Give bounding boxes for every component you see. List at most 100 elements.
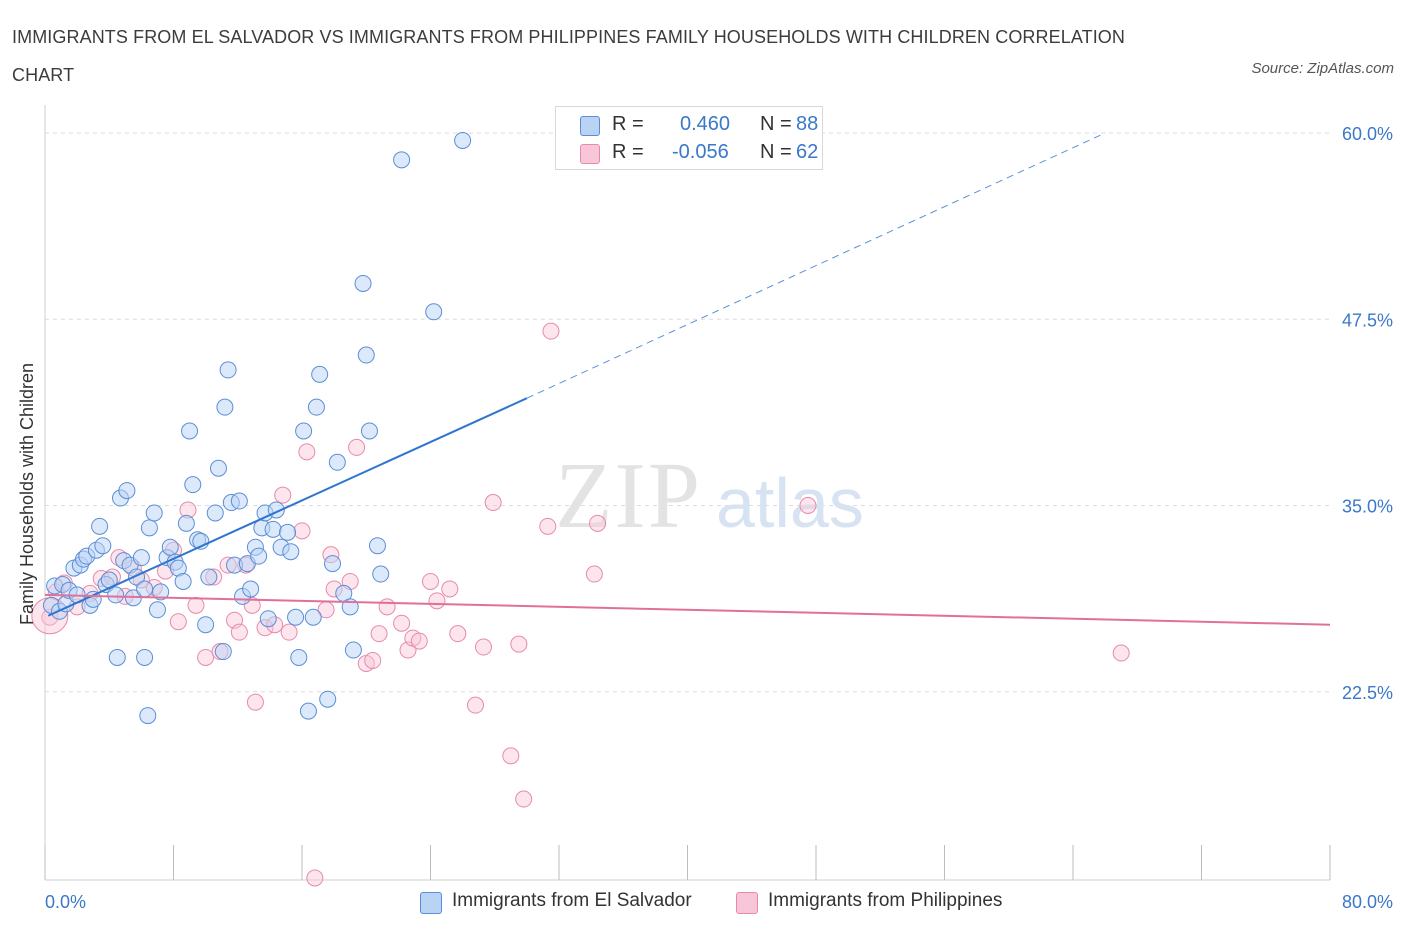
philippines-point	[484, 494, 502, 512]
el-salvador-point	[136, 580, 154, 598]
axis-layer	[44, 105, 1331, 881]
el-salvador-point	[177, 514, 195, 532]
philippines-point	[370, 625, 388, 643]
el-salvador-point	[161, 538, 179, 556]
el-salvador-trend-line	[47, 397, 528, 617]
philippines-point	[246, 693, 264, 711]
philippines-point	[187, 596, 205, 614]
el-salvador-point	[354, 274, 372, 292]
el-salvador-point	[311, 365, 329, 383]
el-salvador-point	[140, 519, 158, 537]
x-tick-label: 80.0%	[1342, 892, 1393, 912]
el-salvador-point	[152, 583, 170, 601]
philippines-point	[293, 522, 311, 540]
philippines-point	[422, 572, 439, 590]
legend-r-value-philippines: -0.056	[672, 141, 729, 163]
legend-r-label: R =	[612, 113, 644, 135]
philippines-point	[449, 625, 467, 643]
grid-layer	[45, 132, 1330, 693]
el-salvador-point	[319, 690, 337, 708]
el-salvador-point	[307, 398, 325, 416]
philippines-point	[306, 869, 324, 887]
el-salvador-point	[209, 459, 227, 477]
blue-swatch-icon	[580, 116, 600, 136]
bottom-legend-label: Immigrants from El Salvador	[452, 890, 692, 911]
el-salvador-point	[357, 346, 375, 364]
el-salvador-point	[242, 580, 260, 598]
el-salvador-point	[148, 601, 166, 619]
el-salvador-point	[425, 303, 443, 321]
philippines-point	[364, 651, 382, 669]
philippines-point	[298, 443, 316, 461]
el-salvador-point	[250, 547, 268, 565]
blue-swatch-icon	[420, 892, 442, 914]
philippines-point	[428, 592, 446, 610]
philippines-point	[542, 322, 560, 340]
el-salvador-point	[197, 616, 215, 634]
philippines-point	[230, 623, 248, 641]
philippines-point	[510, 635, 528, 653]
philippines-point	[466, 696, 484, 714]
philippines-point	[539, 517, 557, 535]
el-salvador-point	[360, 422, 378, 440]
el-salvador-point	[259, 610, 277, 628]
y-tick-label: 22.5%	[1342, 683, 1393, 703]
tick-labels: 22.5% 35.0% 47.5% 60.0% 0.0% 80.0%	[45, 124, 1393, 912]
el-salvador-point	[118, 482, 136, 500]
pink-swatch-icon	[580, 144, 600, 164]
legend-r-value-el-salvador: 0.460	[680, 113, 731, 135]
el-salvador-point	[219, 361, 237, 379]
el-salvador-point	[108, 648, 126, 666]
el-salvador-point	[344, 641, 362, 659]
el-salvador-point	[136, 648, 154, 666]
y-tick-label: 47.5%	[1342, 310, 1393, 330]
correlation-legend: R = 0.460 N = 88 R = -0.056 N = 62	[555, 106, 823, 170]
el-salvador-point	[295, 422, 313, 440]
source-label: Source: ZipAtlas.com	[1251, 60, 1394, 77]
el-salvador-point	[454, 131, 472, 149]
el-salvador-point	[393, 151, 411, 169]
el-salvador-point	[290, 648, 308, 666]
el-salvador-point	[282, 543, 300, 561]
el-salvador-point	[279, 523, 297, 541]
el-salvador-point	[107, 586, 125, 604]
el-salvador-point	[181, 422, 199, 440]
el-salvador-point	[206, 504, 224, 522]
el-salvador-point	[200, 568, 218, 586]
y-tick-label: 35.0%	[1342, 497, 1393, 517]
el-salvador-point	[139, 707, 157, 725]
philippines-point	[348, 438, 366, 456]
el-salvador-point	[91, 517, 109, 535]
el-salvador-point	[184, 476, 202, 494]
philippines-point	[197, 648, 215, 666]
watermark-zip: ZIP	[555, 444, 702, 548]
philippines-point	[393, 614, 411, 632]
el-salvador-point	[94, 537, 112, 555]
legend-n-label: N =	[760, 141, 792, 163]
philippines-trend-line	[44, 593, 1331, 626]
philippines-point	[378, 598, 396, 616]
pink-swatch-icon	[736, 892, 758, 914]
legend-n-value-philippines: 62	[796, 141, 819, 163]
philippines-point	[799, 497, 817, 514]
el-salvador-point	[230, 492, 248, 510]
el-salvador-point	[214, 643, 232, 661]
philippines-point	[280, 623, 298, 641]
el-salvador-point	[264, 520, 282, 538]
el-salvador-point	[304, 608, 322, 626]
el-salvador-point	[328, 453, 346, 471]
x-tick-label: 0.0%	[45, 892, 86, 912]
philippines-point	[169, 613, 187, 631]
el-salvador-point	[287, 608, 305, 626]
el-salvador-point	[372, 565, 390, 583]
el-salvador-point	[324, 555, 342, 573]
philippines-point	[1112, 644, 1130, 662]
el-salvador-point	[145, 504, 163, 522]
y-axis-label: Family Households with Children	[17, 363, 37, 625]
philippines-point	[410, 632, 428, 650]
philippines-point	[589, 514, 607, 532]
philippines-point	[475, 638, 493, 656]
legend-r-label: R =	[612, 141, 644, 163]
trend-lines	[44, 132, 1331, 626]
